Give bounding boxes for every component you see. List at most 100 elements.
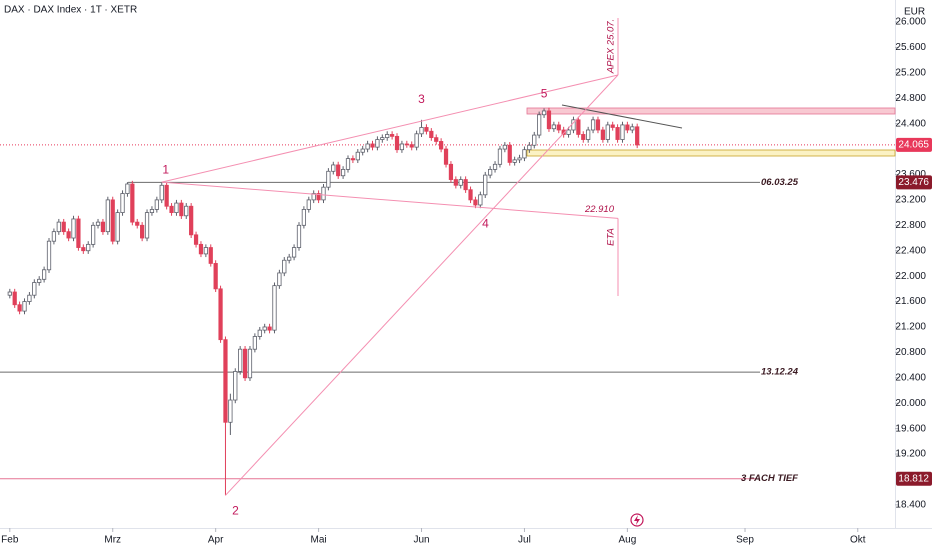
y-tick-label: 19.600 — [895, 423, 926, 434]
candle-body — [483, 174, 488, 196]
y-tick-label: 24.800 — [895, 93, 926, 104]
candle-body — [27, 294, 32, 302]
candle-body — [492, 163, 498, 170]
price-box-label: 18.812 — [898, 473, 929, 484]
candle-body — [453, 179, 458, 186]
candle-body — [385, 134, 390, 139]
y-tick-label: 20.000 — [895, 398, 926, 409]
candle-body — [32, 282, 37, 296]
candle-body — [51, 231, 57, 242]
candle-body — [414, 133, 419, 148]
candle-body — [306, 199, 311, 210]
candle-body — [115, 212, 120, 242]
x-tick-label: Sep — [736, 535, 754, 546]
wedge-lower — [225, 74, 619, 496]
candle-body — [17, 304, 22, 312]
x-tick-label: Apr — [208, 535, 224, 546]
candle-body — [434, 137, 439, 142]
candle-body — [630, 126, 635, 131]
candle-body — [95, 221, 101, 226]
candle-body — [7, 291, 12, 296]
candle-body — [238, 348, 243, 372]
y-tick-label: 20.400 — [895, 372, 926, 383]
candle-body — [46, 240, 52, 271]
x-tick-label: Feb — [1, 535, 19, 546]
candle-body — [149, 209, 155, 213]
candle-body — [340, 168, 346, 177]
candle-body — [581, 134, 586, 140]
y-tick-label: 20.800 — [895, 347, 926, 358]
candle-body — [321, 186, 326, 201]
candle-body — [375, 139, 380, 148]
eta-label: ETA — [606, 228, 617, 246]
candle-body — [61, 221, 66, 233]
candle-body — [213, 263, 218, 290]
x-tick-label: Jul — [518, 535, 531, 546]
candle-body — [586, 129, 591, 140]
x-tick-label: Mrz — [104, 535, 121, 546]
y-tick-label: 24.400 — [895, 118, 926, 129]
candle-body — [507, 144, 512, 163]
x-tick-label: Jun — [413, 535, 429, 546]
candle-body — [272, 285, 277, 331]
candle-body — [169, 205, 174, 213]
x-tick-label: Okt — [850, 535, 866, 546]
wave-label: 4 — [482, 216, 489, 230]
candle-body — [600, 129, 605, 140]
candle-body — [179, 202, 184, 217]
candle-body — [522, 149, 527, 159]
y-tick-label: 26.000 — [895, 17, 926, 28]
candle-body — [443, 148, 449, 165]
candle-body — [76, 218, 81, 248]
candle-body — [296, 224, 302, 248]
y-tick-label: 25.200 — [895, 67, 926, 78]
candle-body — [130, 183, 135, 223]
candle-body — [228, 399, 233, 423]
candle-body — [287, 256, 292, 261]
candle-body — [590, 119, 596, 131]
candle-body — [66, 231, 71, 239]
candle-body — [242, 348, 248, 379]
wedge-upper — [161, 74, 619, 183]
candle-body — [419, 127, 424, 135]
candle-body — [56, 221, 61, 233]
candle-body — [100, 221, 106, 233]
symbol-header: DAX · DAX Index · 1T · XETR — [4, 5, 137, 16]
candle-body — [488, 168, 493, 176]
candle-body — [463, 179, 468, 191]
wave-label: 2 — [232, 504, 239, 518]
candle-body — [458, 179, 463, 186]
y-tick-label: 23.200 — [895, 195, 926, 206]
candle-body — [546, 110, 552, 130]
icon-bolt[interactable] — [634, 515, 640, 525]
candle-body — [174, 202, 179, 213]
candle-body — [282, 259, 287, 274]
candle-body — [448, 163, 454, 180]
candle-body — [620, 124, 625, 140]
candle-body — [233, 371, 238, 401]
candle-body — [380, 137, 385, 140]
candle-body — [502, 144, 507, 150]
candle-body — [198, 243, 204, 255]
candle-body — [247, 348, 253, 379]
candle-body — [105, 199, 110, 233]
replay-icon[interactable] — [630, 513, 644, 527]
candle-body — [512, 159, 517, 163]
y-tick-label: 21.200 — [895, 322, 926, 333]
candle-body — [110, 199, 115, 242]
candle-body — [478, 194, 483, 206]
candle-body — [71, 218, 76, 239]
candle-body — [365, 143, 370, 150]
wave-label: 5 — [541, 87, 548, 101]
candle-body — [532, 134, 537, 146]
candle-body — [311, 193, 316, 201]
candle-body — [556, 124, 561, 131]
candle-body — [370, 143, 375, 148]
candle-body — [336, 164, 341, 177]
candle-body — [439, 141, 444, 150]
price-box — [896, 175, 932, 190]
icon-circle[interactable] — [630, 513, 644, 527]
candle-body — [326, 170, 331, 188]
